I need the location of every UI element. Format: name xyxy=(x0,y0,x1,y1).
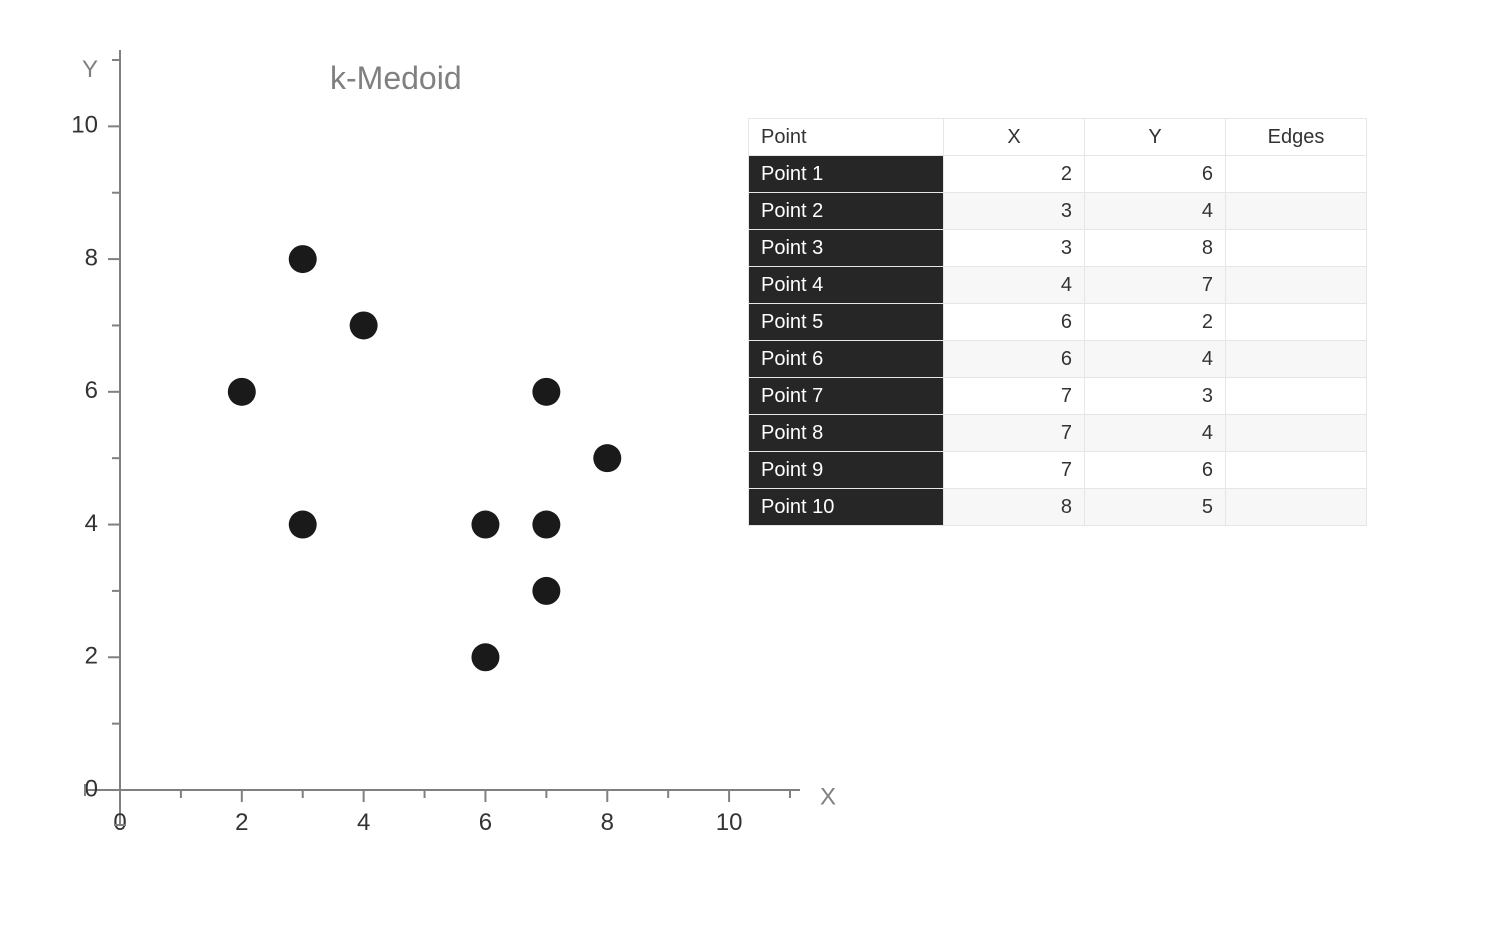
col-header-x: X xyxy=(944,119,1085,156)
svg-text:2: 2 xyxy=(85,643,98,670)
row-y: 8 xyxy=(1085,230,1226,267)
scatter-point xyxy=(471,511,499,539)
svg-text:2: 2 xyxy=(235,809,248,836)
col-header-edges: Edges xyxy=(1226,119,1367,156)
scatter-point xyxy=(532,511,560,539)
scatter-point xyxy=(532,577,560,605)
row-x: 2 xyxy=(944,156,1085,193)
row-edges xyxy=(1226,341,1367,378)
row-x: 3 xyxy=(944,193,1085,230)
row-y: 7 xyxy=(1085,267,1226,304)
table-row: Point 664 xyxy=(749,341,1367,378)
table-row: Point 562 xyxy=(749,304,1367,341)
table-row: Point 773 xyxy=(749,378,1367,415)
table-row: Point 976 xyxy=(749,452,1367,489)
svg-text:4: 4 xyxy=(357,809,370,836)
row-y: 2 xyxy=(1085,304,1226,341)
svg-text:8: 8 xyxy=(601,809,614,836)
row-x: 7 xyxy=(944,378,1085,415)
y-axis-label: Y xyxy=(82,56,98,83)
row-y: 5 xyxy=(1085,489,1226,526)
table-row: Point 1085 xyxy=(749,489,1367,526)
row-edges xyxy=(1226,452,1367,489)
page-root: k-Medoid 02468100246810XY Point X Y Edge… xyxy=(0,0,1500,932)
row-y: 6 xyxy=(1085,452,1226,489)
col-header-y: Y xyxy=(1085,119,1226,156)
row-label: Point 8 xyxy=(749,415,944,452)
row-x: 7 xyxy=(944,415,1085,452)
row-x: 8 xyxy=(944,489,1085,526)
x-axis-label: X xyxy=(820,783,836,810)
row-edges xyxy=(1226,489,1367,526)
scatter-point xyxy=(228,378,256,406)
scatter-point xyxy=(350,311,378,339)
row-label: Point 3 xyxy=(749,230,944,267)
row-x: 7 xyxy=(944,452,1085,489)
row-label: Point 2 xyxy=(749,193,944,230)
row-edges xyxy=(1226,378,1367,415)
row-edges xyxy=(1226,267,1367,304)
row-x: 3 xyxy=(944,230,1085,267)
svg-text:0: 0 xyxy=(85,775,98,802)
scatter-point xyxy=(289,511,317,539)
row-y: 3 xyxy=(1085,378,1226,415)
svg-text:6: 6 xyxy=(479,809,492,836)
table-row: Point 874 xyxy=(749,415,1367,452)
scatter-point xyxy=(471,643,499,671)
svg-text:4: 4 xyxy=(85,510,98,537)
table-row: Point 126 xyxy=(749,156,1367,193)
row-x: 6 xyxy=(944,341,1085,378)
svg-text:6: 6 xyxy=(85,377,98,404)
row-label: Point 6 xyxy=(749,341,944,378)
points-table: Point X Y Edges Point 126Point 234Point … xyxy=(748,118,1367,526)
row-y: 4 xyxy=(1085,415,1226,452)
row-y: 4 xyxy=(1085,193,1226,230)
svg-text:10: 10 xyxy=(716,809,743,836)
row-edges xyxy=(1226,415,1367,452)
scatter-point xyxy=(289,245,317,273)
table-header-row: Point X Y Edges xyxy=(749,119,1367,156)
table-row: Point 447 xyxy=(749,267,1367,304)
row-x: 6 xyxy=(944,304,1085,341)
row-edges xyxy=(1226,304,1367,341)
row-label: Point 1 xyxy=(749,156,944,193)
row-label: Point 10 xyxy=(749,489,944,526)
table-row: Point 338 xyxy=(749,230,1367,267)
svg-text:10: 10 xyxy=(71,112,98,139)
row-label: Point 7 xyxy=(749,378,944,415)
svg-text:0: 0 xyxy=(113,809,126,836)
table-row: Point 234 xyxy=(749,193,1367,230)
row-edges xyxy=(1226,230,1367,267)
row-label: Point 4 xyxy=(749,267,944,304)
row-edges xyxy=(1226,193,1367,230)
row-y: 4 xyxy=(1085,341,1226,378)
row-label: Point 5 xyxy=(749,304,944,341)
col-header-point: Point xyxy=(749,119,944,156)
row-label: Point 9 xyxy=(749,452,944,489)
svg-text:8: 8 xyxy=(85,244,98,271)
row-edges xyxy=(1226,156,1367,193)
scatter-point xyxy=(593,444,621,472)
row-x: 4 xyxy=(944,267,1085,304)
scatter-point xyxy=(532,378,560,406)
row-y: 6 xyxy=(1085,156,1226,193)
